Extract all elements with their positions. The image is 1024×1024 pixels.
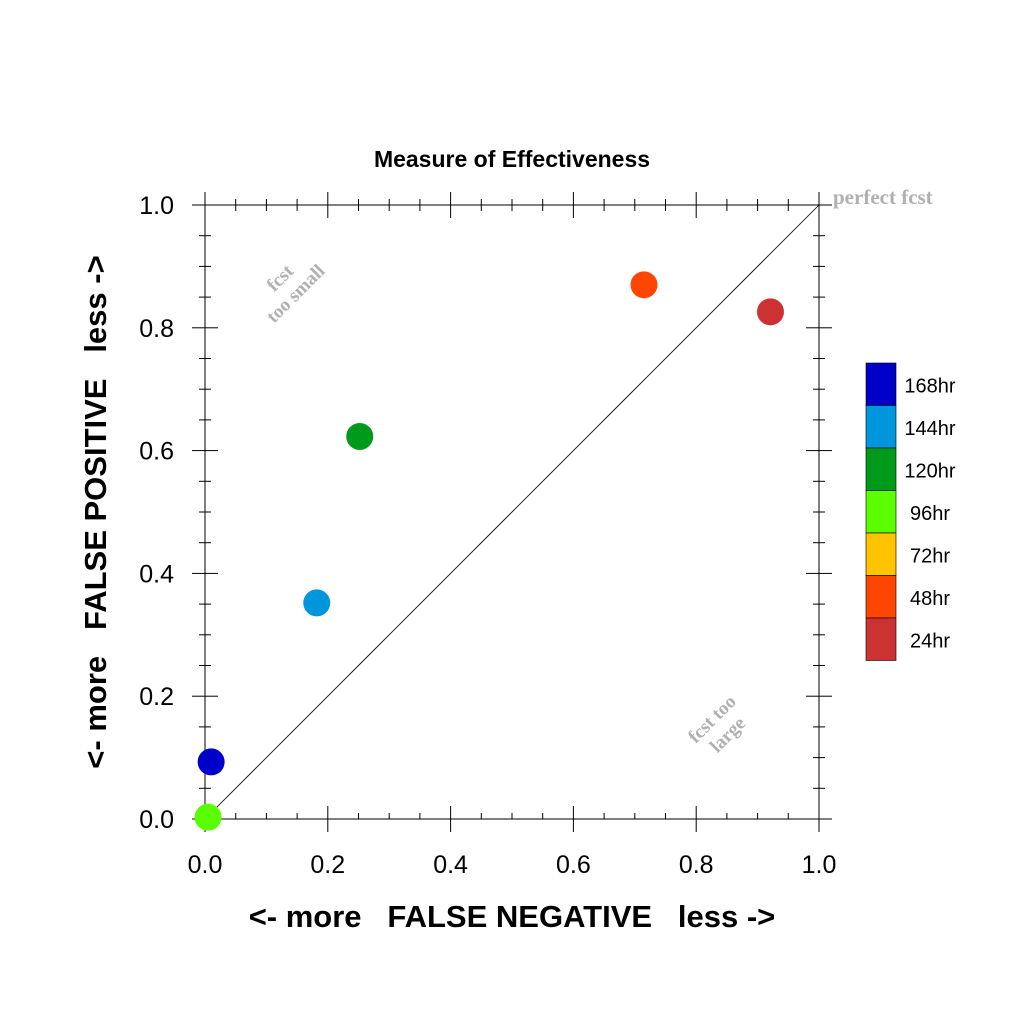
legend-swatch-120hr: [865, 447, 897, 491]
x-tick-labels: 0.0 0.2 0.4 0.6 0.8 1.0: [188, 851, 837, 879]
reference-diagonal-line: [204, 204, 820, 820]
y-tick-label: 1.0: [139, 192, 174, 220]
legend-swatch-96hr: [865, 490, 897, 534]
x-tick-label: 0.8: [679, 851, 714, 879]
legend-swatch-168hr: [865, 362, 897, 406]
annotation-perfect-fcst: perfect fcst: [833, 185, 933, 209]
point-168hr: [197, 748, 225, 776]
legend-label-144hr: 144hr: [904, 418, 955, 440]
y-axis-label: <- more FALSE POSITIVE less ->: [78, 255, 113, 768]
legend: 168hr 144hr 120hr 96hr 72hr 48hr 24hr: [865, 362, 956, 661]
legend-label-96hr: 96hr: [910, 503, 950, 525]
point-120hr: [346, 422, 374, 450]
legend-swatch-48hr: [865, 575, 897, 619]
annotation-fcst-too-small: fcst too small: [263, 260, 330, 327]
legend-label-48hr: 48hr: [910, 588, 950, 610]
y-tick-label: 0.8: [139, 315, 174, 343]
y-tick-label: 0.4: [139, 560, 174, 588]
y-tick-label: 0.2: [139, 683, 174, 711]
major-ticks: [192, 192, 832, 832]
x-tick-label: 0.6: [556, 851, 591, 879]
data-points: [194, 271, 784, 831]
y-tick-label: 0.6: [139, 438, 174, 466]
x-tick-label: 1.0: [802, 851, 837, 879]
chart-title: Measure of Effectiveness: [374, 146, 650, 172]
annotation-fcst-too-large: fcst too large: [684, 691, 750, 757]
legend-label-72hr: 72hr: [910, 545, 950, 567]
legend-label-24hr: 24hr: [910, 630, 950, 652]
x-axis-label: <- more FALSE NEGATIVE less ->: [249, 899, 776, 934]
x-tick-label: 0.0: [188, 851, 223, 879]
x-tick-label: 0.4: [433, 851, 468, 879]
y-tick-label: 0.0: [139, 806, 174, 834]
point-144hr: [303, 589, 331, 617]
x-tick-label: 0.2: [310, 851, 345, 879]
point-48hr: [630, 271, 658, 299]
point-24hr: [756, 298, 784, 326]
legend-swatch-24hr: [865, 617, 897, 661]
y-tick-labels: 0.0 0.2 0.4 0.6 0.8 1.0: [139, 192, 174, 834]
legend-swatch-72hr: [865, 532, 897, 576]
legend-label-120hr: 120hr: [904, 460, 955, 482]
plot-frame: [204, 204, 820, 820]
legend-label-168hr: 168hr: [904, 375, 955, 397]
legend-swatch-144hr: [865, 405, 897, 449]
point-96hr: [194, 803, 222, 831]
